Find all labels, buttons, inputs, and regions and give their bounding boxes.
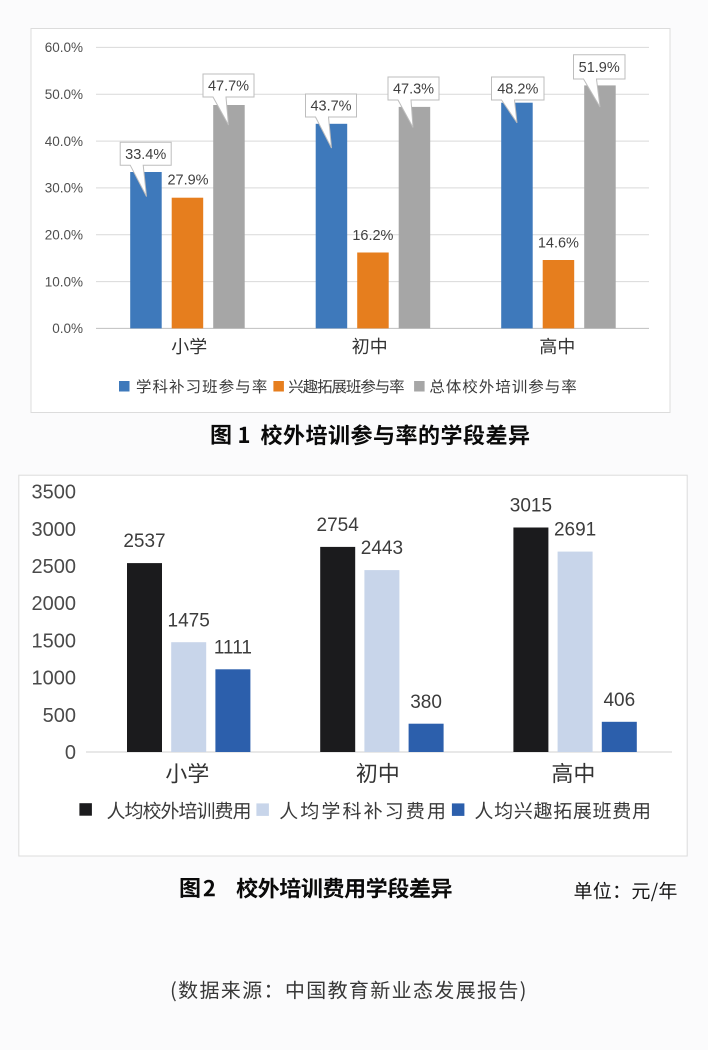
svg-text:2537: 2537 <box>123 531 165 552</box>
svg-text:1000: 1000 <box>32 668 77 690</box>
svg-text:60.0%: 60.0% <box>45 40 83 55</box>
svg-text:1500: 1500 <box>32 630 77 652</box>
svg-text:47.3%: 47.3% <box>393 82 434 98</box>
svg-text:16.2%: 16.2% <box>352 228 393 244</box>
svg-text:380: 380 <box>410 692 442 713</box>
svg-text:2000: 2000 <box>32 593 77 615</box>
svg-text:27.9%: 27.9% <box>167 173 208 189</box>
svg-text:1111: 1111 <box>214 637 252 658</box>
svg-text:50.0%: 50.0% <box>45 87 83 102</box>
svg-text:51.9%: 51.9% <box>579 60 620 76</box>
svg-text:3015: 3015 <box>510 496 552 517</box>
svg-text:1475: 1475 <box>168 610 210 631</box>
svg-text:43.7%: 43.7% <box>310 99 351 115</box>
svg-text:2443: 2443 <box>361 538 403 559</box>
svg-text:10.0%: 10.0% <box>45 274 83 289</box>
svg-text:2754: 2754 <box>317 515 360 536</box>
svg-text:2500: 2500 <box>32 556 77 578</box>
svg-text:33.4%: 33.4% <box>125 147 166 163</box>
svg-text:20.0%: 20.0% <box>45 228 83 243</box>
svg-text:14.6%: 14.6% <box>538 236 579 252</box>
svg-text:0.0%: 0.0% <box>52 321 83 336</box>
svg-text:48.2%: 48.2% <box>497 82 538 98</box>
svg-text:3000: 3000 <box>32 519 77 541</box>
svg-text:0: 0 <box>65 742 76 764</box>
svg-text:47.7%: 47.7% <box>208 79 249 95</box>
svg-text:3500: 3500 <box>32 482 77 504</box>
svg-text:2691: 2691 <box>554 520 596 541</box>
svg-text:500: 500 <box>43 705 76 727</box>
svg-text:30.0%: 30.0% <box>45 181 83 196</box>
svg-text:406: 406 <box>603 690 635 711</box>
svg-text:40.0%: 40.0% <box>45 134 83 149</box>
